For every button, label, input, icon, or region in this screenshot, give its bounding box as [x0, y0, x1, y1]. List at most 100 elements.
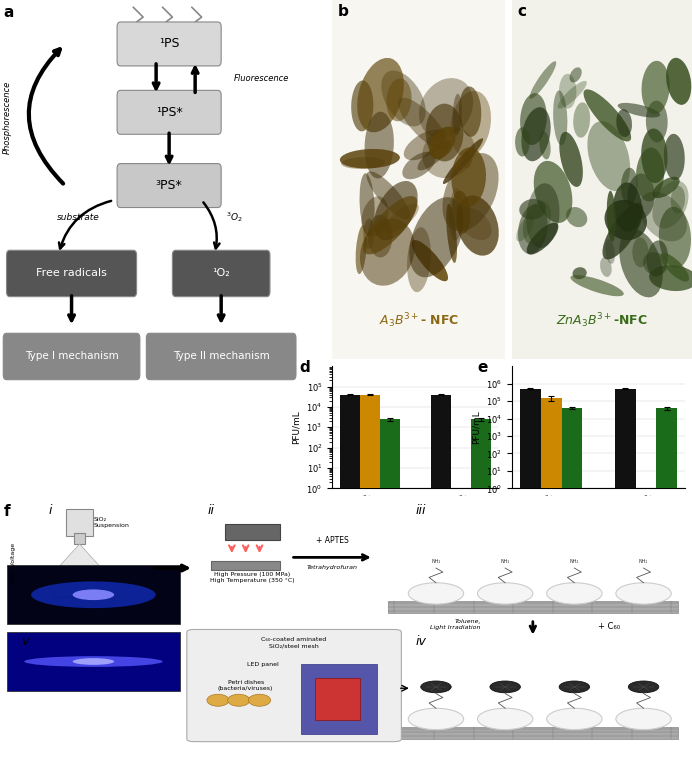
Text: ii: ii	[208, 504, 215, 517]
Ellipse shape	[412, 240, 448, 282]
Ellipse shape	[653, 181, 689, 228]
Ellipse shape	[539, 131, 551, 159]
Ellipse shape	[516, 215, 534, 242]
Text: Type I mechanism: Type I mechanism	[25, 352, 118, 362]
Text: v: v	[21, 635, 28, 648]
FancyBboxPatch shape	[66, 510, 93, 536]
Text: ³PS*: ³PS*	[156, 179, 183, 192]
FancyBboxPatch shape	[7, 565, 180, 624]
Ellipse shape	[605, 200, 647, 240]
Text: NH₂: NH₂	[639, 559, 648, 564]
Ellipse shape	[588, 121, 630, 192]
Text: High Voltage: High Voltage	[11, 542, 17, 583]
Text: Type II mechanism: Type II mechanism	[173, 352, 270, 362]
Ellipse shape	[446, 204, 457, 263]
Text: Tetrahydrofuran: Tetrahydrofuran	[307, 565, 358, 571]
Circle shape	[547, 708, 602, 729]
Ellipse shape	[357, 58, 404, 132]
Ellipse shape	[573, 102, 590, 138]
Circle shape	[490, 681, 520, 693]
Y-axis label: PFU/mL: PFU/mL	[472, 410, 481, 444]
Ellipse shape	[451, 147, 486, 207]
Ellipse shape	[452, 191, 471, 233]
Ellipse shape	[398, 98, 449, 151]
Bar	[430, 394, 450, 763]
Ellipse shape	[518, 204, 547, 254]
Ellipse shape	[430, 127, 455, 159]
Circle shape	[628, 681, 659, 693]
Ellipse shape	[374, 181, 418, 240]
Ellipse shape	[660, 253, 689, 282]
Ellipse shape	[422, 127, 475, 178]
Ellipse shape	[666, 58, 691, 105]
Ellipse shape	[360, 173, 374, 237]
FancyBboxPatch shape	[7, 632, 180, 691]
Ellipse shape	[649, 266, 692, 291]
Text: a: a	[3, 5, 14, 20]
FancyBboxPatch shape	[315, 678, 360, 720]
Ellipse shape	[553, 90, 567, 146]
Text: Free radicals: Free radicals	[36, 269, 107, 278]
Ellipse shape	[603, 203, 644, 259]
Bar	[380, 419, 400, 763]
Ellipse shape	[618, 103, 660, 118]
Circle shape	[421, 681, 451, 693]
FancyBboxPatch shape	[147, 333, 296, 380]
Ellipse shape	[636, 147, 664, 201]
Text: NH₂: NH₂	[500, 559, 510, 564]
Ellipse shape	[384, 204, 419, 233]
Ellipse shape	[664, 134, 685, 180]
Ellipse shape	[559, 132, 583, 187]
Y-axis label: PFU/mL: PFU/mL	[292, 410, 301, 444]
Ellipse shape	[402, 152, 436, 179]
Text: LED panel: LED panel	[247, 662, 279, 667]
Ellipse shape	[647, 240, 668, 277]
Ellipse shape	[458, 208, 491, 240]
Ellipse shape	[520, 93, 547, 145]
Text: High Pressure (100 MPa)
High Temperature (350 °C): High Pressure (100 MPa) High Temperature…	[210, 572, 295, 583]
Ellipse shape	[646, 101, 668, 143]
Ellipse shape	[361, 196, 388, 237]
Text: Stainless  Steel Mesh: Stainless Steel Mesh	[53, 595, 120, 600]
Ellipse shape	[207, 694, 229, 707]
Text: C₆₀-coated aminated
SiO₂/steel mesh: C₆₀-coated aminated SiO₂/steel mesh	[262, 638, 327, 649]
FancyBboxPatch shape	[117, 22, 221, 66]
Ellipse shape	[351, 80, 374, 131]
Text: d: d	[299, 360, 310, 375]
Ellipse shape	[365, 111, 394, 179]
Ellipse shape	[456, 195, 499, 256]
Text: e: e	[477, 360, 488, 375]
Ellipse shape	[613, 182, 642, 232]
Ellipse shape	[619, 229, 663, 298]
Ellipse shape	[73, 658, 114, 665]
Ellipse shape	[462, 152, 471, 169]
Circle shape	[616, 583, 671, 604]
Ellipse shape	[527, 223, 558, 255]
FancyBboxPatch shape	[172, 250, 270, 297]
Ellipse shape	[450, 91, 491, 157]
Text: SiO₂
Suspension: SiO₂ Suspension	[93, 517, 129, 528]
Text: $A_3B^{3+}$- NFC: $A_3B^{3+}$- NFC	[379, 311, 459, 330]
Ellipse shape	[617, 109, 632, 137]
FancyBboxPatch shape	[3, 333, 140, 380]
Ellipse shape	[659, 207, 691, 268]
Circle shape	[408, 583, 464, 604]
Ellipse shape	[519, 199, 546, 220]
Text: NH₂: NH₂	[431, 559, 441, 564]
Ellipse shape	[341, 157, 385, 169]
Ellipse shape	[363, 218, 374, 249]
Ellipse shape	[643, 252, 667, 275]
Ellipse shape	[570, 67, 582, 82]
Ellipse shape	[641, 61, 670, 114]
FancyBboxPatch shape	[75, 533, 85, 544]
Ellipse shape	[363, 196, 417, 254]
Text: + C₆₀: + C₆₀	[598, 623, 620, 631]
FancyBboxPatch shape	[225, 524, 280, 540]
Ellipse shape	[360, 219, 415, 285]
Ellipse shape	[570, 275, 623, 296]
Ellipse shape	[407, 227, 431, 292]
Text: + APTES: + APTES	[316, 536, 349, 546]
Ellipse shape	[526, 183, 560, 248]
Bar	[520, 389, 540, 763]
Ellipse shape	[356, 225, 367, 274]
